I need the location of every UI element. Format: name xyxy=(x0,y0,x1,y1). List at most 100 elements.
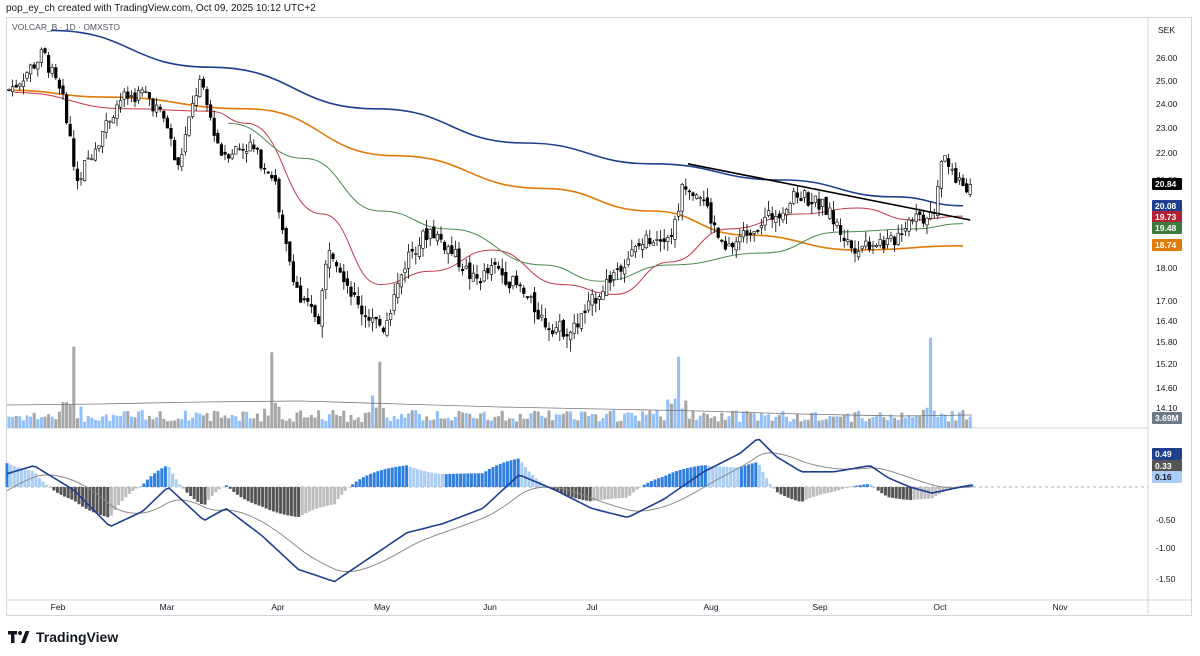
macd-histogram-bar xyxy=(520,462,524,487)
volume-bar xyxy=(846,413,850,428)
candle-body xyxy=(270,175,274,179)
volume-bar xyxy=(630,413,634,428)
volume-bar xyxy=(147,415,151,428)
volume-bar xyxy=(547,410,551,428)
volume-bar xyxy=(331,410,335,428)
macd-histogram-bar xyxy=(657,478,661,487)
macd-histogram-bar xyxy=(786,487,790,498)
macd-badge: 0.49 xyxy=(1152,448,1182,460)
candle-body xyxy=(795,192,799,198)
candle-body xyxy=(230,153,234,159)
candle-body xyxy=(475,274,479,279)
macd-histogram-bar xyxy=(898,487,902,499)
candle-body xyxy=(288,241,292,262)
volume-bar xyxy=(133,417,137,428)
volume-bar xyxy=(885,420,889,428)
macd-histogram-bar xyxy=(81,487,85,507)
moving-average-line xyxy=(228,122,964,282)
volume-bar xyxy=(903,417,907,428)
candle-body xyxy=(835,221,839,226)
macd-histogram-bar xyxy=(102,487,106,517)
price-badge: 19.48 xyxy=(1152,222,1182,234)
candle-body xyxy=(280,214,285,231)
macd-histogram-bar xyxy=(639,486,643,488)
candle-body xyxy=(565,334,569,337)
candle-body xyxy=(921,214,925,224)
volume-bar xyxy=(522,418,526,428)
volume-bar xyxy=(615,421,619,428)
macd-histogram-bar xyxy=(711,466,715,487)
volume-bar xyxy=(594,414,598,428)
volume-bar xyxy=(878,412,882,428)
macd-histogram-bar xyxy=(462,473,466,487)
macd-histogram-bar xyxy=(739,466,743,487)
candle-body xyxy=(223,151,227,155)
candle-body xyxy=(770,213,774,220)
candle-body xyxy=(291,261,296,283)
candle-body xyxy=(849,240,853,249)
volume-bar xyxy=(745,410,749,428)
macd-histogram-bar xyxy=(855,485,859,487)
volume-bar xyxy=(497,416,501,428)
volume-bar xyxy=(313,417,317,428)
candle-body xyxy=(734,241,738,251)
candle-body xyxy=(637,243,641,247)
macd-histogram-bar xyxy=(505,461,509,487)
candle-body xyxy=(151,98,155,112)
candle-body xyxy=(101,131,105,147)
volume-bar xyxy=(291,421,295,428)
volume-bar xyxy=(252,418,256,428)
volume-bar xyxy=(795,414,799,428)
volume-bar xyxy=(374,407,378,428)
candle-body xyxy=(748,232,753,236)
tradingview-logo[interactable]: TradingView xyxy=(8,627,118,647)
candle-body xyxy=(496,265,501,269)
volume-bar xyxy=(25,415,29,428)
candle-body xyxy=(39,49,43,63)
macd-histogram-bar xyxy=(909,487,913,501)
volume-bar xyxy=(360,421,364,428)
volume-bar xyxy=(698,415,702,428)
candle-body xyxy=(155,104,159,113)
volume-bar xyxy=(684,400,688,428)
volume-bar xyxy=(921,409,925,428)
candle-body xyxy=(892,236,897,246)
macd-histogram-bar xyxy=(142,483,146,487)
volume-bar xyxy=(479,413,483,428)
price-badge: 18.74 xyxy=(1152,239,1182,251)
candle-body xyxy=(169,128,173,139)
candle-body xyxy=(900,233,904,236)
volume-bar xyxy=(817,420,821,428)
macd-histogram-bar xyxy=(394,466,398,487)
volume-bar xyxy=(169,420,173,428)
macd-histogram-bar xyxy=(282,487,286,515)
badge-bg xyxy=(1152,460,1182,472)
macd-histogram-bar xyxy=(797,487,801,502)
macd-histogram-bar xyxy=(826,487,830,493)
candle-body xyxy=(435,234,440,242)
candle-body xyxy=(828,207,832,219)
volume-bar xyxy=(90,417,94,428)
candle-body xyxy=(331,253,335,260)
candle-body xyxy=(191,103,195,117)
candle-body xyxy=(802,190,807,198)
macd-histogram-bar xyxy=(883,487,887,496)
macd-histogram-bar xyxy=(729,467,733,487)
volume-bar xyxy=(587,415,591,428)
macd-histogram-bar xyxy=(516,458,520,487)
candle-body xyxy=(173,139,177,161)
volume-bar xyxy=(173,420,177,428)
candle-body xyxy=(820,198,825,208)
candle-body xyxy=(61,85,65,94)
macd-histogram-bar xyxy=(459,473,463,487)
volume-bar xyxy=(493,416,497,428)
macd-histogram-bar xyxy=(721,466,725,487)
price-tick-label: 25.00 xyxy=(1156,76,1178,86)
candle-body xyxy=(126,91,130,99)
macd-histogram-bar xyxy=(948,487,952,490)
macd-histogram-bar xyxy=(174,479,178,487)
candle-body xyxy=(313,305,317,317)
volume-bar xyxy=(770,420,774,428)
candle-body xyxy=(252,144,256,150)
